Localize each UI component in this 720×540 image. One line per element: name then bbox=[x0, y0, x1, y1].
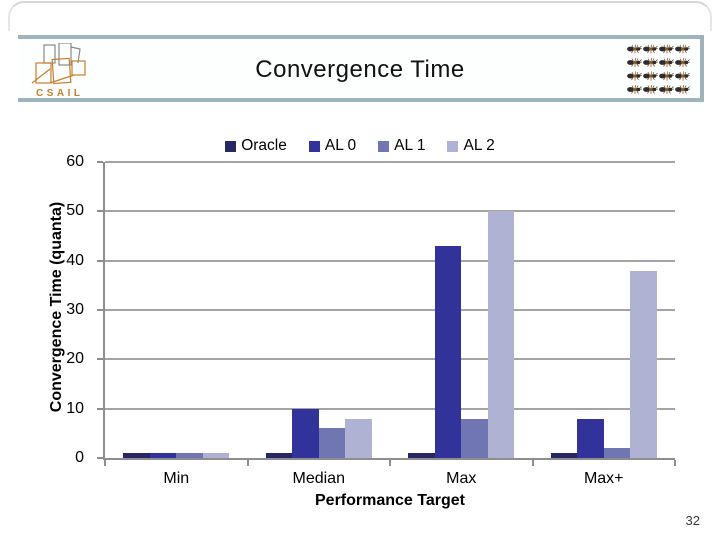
x-axis-tick bbox=[104, 460, 106, 466]
legend-swatch-icon bbox=[308, 140, 320, 152]
slide-page-number: 32 bbox=[685, 513, 700, 528]
category-label: Min bbox=[163, 470, 190, 487]
bar-al-2-median bbox=[345, 418, 372, 458]
legend-swatch-icon bbox=[378, 140, 390, 152]
category-label: Median bbox=[292, 470, 345, 487]
legend-swatch-icon bbox=[225, 140, 237, 152]
y-tick-label: 40 bbox=[66, 251, 84, 269]
bar-al-1-max+ bbox=[603, 448, 631, 458]
bar-al-1-min bbox=[176, 453, 203, 458]
category-label: Max bbox=[446, 470, 477, 487]
chart-legend: Oracle AL 0 AL 1 AL 2 bbox=[30, 136, 690, 156]
legend-item: AL 2 bbox=[447, 137, 495, 155]
bar-al-0-max bbox=[434, 245, 462, 458]
x-axis-tick bbox=[674, 460, 676, 466]
category-label: Max+ bbox=[583, 470, 624, 487]
y-tick-label: 20 bbox=[66, 350, 84, 368]
x-axis-line bbox=[103, 458, 675, 460]
bar-al-2-min bbox=[202, 453, 230, 458]
gridline bbox=[105, 309, 675, 311]
y-axis-tick bbox=[97, 161, 103, 163]
legend-label: Oracle bbox=[241, 137, 287, 154]
y-axis-line bbox=[103, 162, 105, 460]
y-tick-label: 30 bbox=[66, 301, 84, 318]
csail-logo-icon bbox=[31, 43, 86, 85]
gridline bbox=[105, 259, 675, 262]
gridline bbox=[105, 358, 675, 361]
header-band bbox=[18, 35, 704, 102]
legend-item: AL 1 bbox=[378, 137, 425, 155]
slide-border bbox=[8, 1, 712, 31]
bar-oracle-max bbox=[408, 453, 435, 458]
gridline bbox=[105, 161, 675, 163]
y-tick-label: 50 bbox=[66, 202, 84, 220]
ants-grid-icon bbox=[626, 44, 691, 95]
bar-al-2-max+ bbox=[630, 270, 657, 458]
y-axis-tick bbox=[97, 309, 103, 311]
y-axis-tick bbox=[97, 407, 103, 410]
y-tick-label: 0 bbox=[75, 449, 84, 466]
bar-al-0-median bbox=[292, 408, 319, 458]
legend-item: Oracle bbox=[225, 137, 287, 155]
bar-al-1-max bbox=[461, 418, 488, 458]
legend-label: AL 2 bbox=[463, 137, 495, 154]
x-axis-category-labels: Min Median Max Max+ bbox=[105, 470, 675, 488]
x-axis-tick bbox=[246, 460, 249, 466]
gridline bbox=[105, 407, 675, 410]
y-axis-tick bbox=[97, 358, 103, 361]
y-axis-tick bbox=[97, 210, 103, 213]
legend-label: AL 0 bbox=[324, 137, 357, 154]
bar-al-1-median bbox=[318, 428, 346, 458]
bar-al-2-max bbox=[487, 211, 515, 458]
bar-al-0-min bbox=[149, 453, 177, 458]
bar-oracle-median bbox=[265, 453, 293, 458]
legend-item: AL 0 bbox=[308, 137, 357, 155]
legend-label: AL 1 bbox=[394, 137, 426, 154]
bar-oracle-max+ bbox=[550, 453, 578, 458]
gridline bbox=[105, 210, 675, 213]
plot-area bbox=[97, 161, 676, 466]
y-tick-label: 10 bbox=[66, 399, 84, 417]
x-axis-tick bbox=[531, 460, 534, 466]
y-axis-tick bbox=[97, 259, 103, 262]
bar-oracle-min bbox=[123, 453, 150, 458]
csail-logo-text: CSAIL bbox=[36, 88, 84, 99]
x-axis-title: Performance Target bbox=[315, 492, 465, 509]
y-axis-tick-labels: 0 10 20 30 40 50 60 bbox=[28, 153, 96, 466]
bar-al-0-max+ bbox=[577, 418, 604, 458]
y-axis-tick bbox=[97, 457, 103, 459]
x-axis-tick bbox=[389, 460, 391, 466]
y-tick-label: 60 bbox=[66, 153, 84, 170]
legend-swatch-icon bbox=[447, 140, 459, 152]
page-title: Convergence Time bbox=[255, 56, 465, 83]
